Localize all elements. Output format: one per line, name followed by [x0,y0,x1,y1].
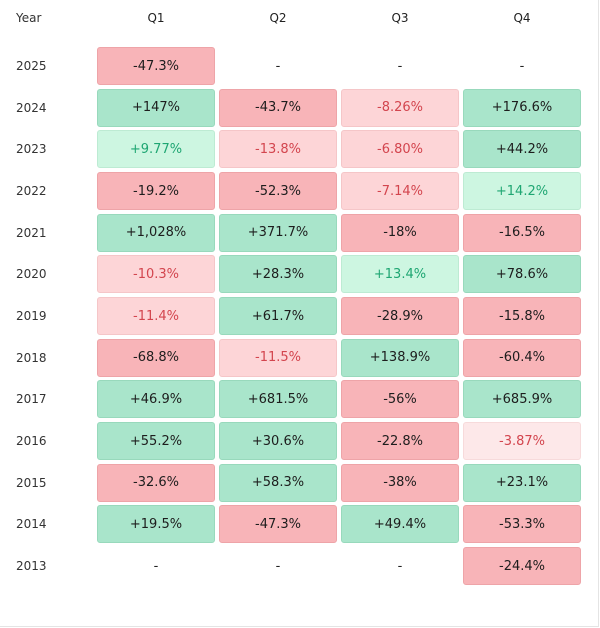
return-cell: +61.7% [219,297,337,336]
year-cell: 2023 [16,142,47,157]
return-cell: -6.80% [341,130,459,169]
return-cell: -24.4% [463,547,581,586]
return-cell: -43.7% [219,88,337,127]
return-cell: -56% [341,380,459,419]
return-cell: +19.5% [97,505,215,544]
return-cell: +681.5% [219,380,337,419]
year-cell: 2014 [16,517,47,532]
return-cell: +30.6% [219,422,337,461]
header-cell: Q1 [147,11,165,25]
return-cell: -22.8% [341,422,459,461]
return-cell: -38% [341,463,459,502]
year-cell: 2016 [16,434,47,449]
return-cell: -47.3% [97,47,215,85]
return-cell: +371.7% [219,213,337,252]
return-cell: - [275,58,281,74]
return-cell: - [397,58,403,74]
return-cell: -15.8% [463,297,581,336]
return-cell: -3.87% [463,422,581,461]
return-cell: +9.77% [97,130,215,169]
return-cell: - [519,58,525,74]
return-cell: -7.14% [341,172,459,210]
return-cell: -19.2% [97,172,215,210]
return-cell: -18% [341,213,459,252]
return-cell: +685.9% [463,380,581,419]
year-cell: 2020 [16,267,47,282]
header-cell: Year [16,11,42,25]
return-cell: +44.2% [463,130,581,169]
header-cell: Q3 [391,11,409,25]
header-cell: Q4 [513,11,531,25]
return-cell: -53.3% [463,505,581,544]
return-cell: -10.3% [97,255,215,294]
year-cell: 2024 [16,100,47,115]
return-cell: -8.26% [341,88,459,127]
year-cell: 2013 [16,559,47,574]
return-cell: -11.4% [97,297,215,336]
return-cell: +55.2% [97,422,215,461]
year-cell: 2019 [16,309,47,324]
return-cell: +58.3% [219,463,337,502]
return-cell: -60.4% [463,338,581,377]
year-cell: 2025 [16,59,47,73]
year-cell: 2017 [16,392,47,407]
return-cell: -16.5% [463,213,581,252]
return-cell: +14.2% [463,172,581,210]
return-cell: +23.1% [463,463,581,502]
return-cell: - [153,558,159,574]
year-cell: 2018 [16,350,47,365]
return-cell: +78.6% [463,255,581,294]
return-cell: +46.9% [97,380,215,419]
return-cell: +49.4% [341,505,459,544]
return-cell: +147% [97,88,215,127]
return-cell: +13.4% [341,255,459,294]
return-cell: - [397,558,403,574]
return-cell: -47.3% [219,505,337,544]
return-cell: +138.9% [341,338,459,377]
year-cell: 2022 [16,184,47,198]
return-cell: -28.9% [341,297,459,336]
year-cell: 2015 [16,475,47,490]
return-cell: -32.6% [97,463,215,502]
year-cell: 2021 [16,225,47,240]
return-cell: -11.5% [219,338,337,377]
return-cell: -13.8% [219,130,337,169]
return-cell: -52.3% [219,172,337,210]
header-cell: Q2 [269,11,287,25]
return-cell: +176.6% [463,88,581,127]
return-cell: +28.3% [219,255,337,294]
return-cell: -68.8% [97,338,215,377]
return-cell: - [275,558,281,574]
return-cell: +1,028% [97,213,215,252]
